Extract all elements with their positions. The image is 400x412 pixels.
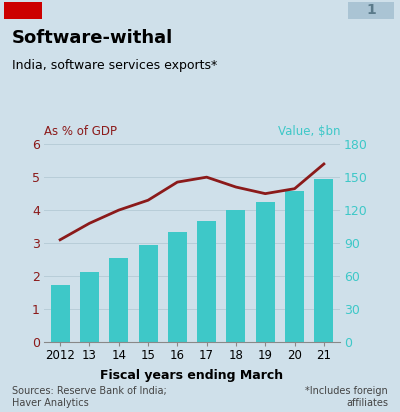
Bar xyxy=(138,245,158,342)
Text: India, software services exports*: India, software services exports* xyxy=(12,59,217,73)
Bar xyxy=(4,2,42,19)
Bar xyxy=(80,272,99,342)
Bar xyxy=(226,210,246,342)
Text: As % of GDP: As % of GDP xyxy=(44,125,117,138)
Bar xyxy=(168,232,187,342)
Bar xyxy=(50,285,70,342)
Bar xyxy=(197,221,216,342)
Text: Value, $bn: Value, $bn xyxy=(278,125,340,138)
Text: *Includes foreign
affiliates: *Includes foreign affiliates xyxy=(305,386,388,408)
Text: Sources: Reserve Bank of India;
Haver Analytics: Sources: Reserve Bank of India; Haver An… xyxy=(12,386,167,408)
Bar xyxy=(109,258,128,342)
Bar xyxy=(285,192,304,342)
Bar xyxy=(348,2,394,19)
Text: Software-withal: Software-withal xyxy=(12,30,173,47)
X-axis label: Fiscal years ending March: Fiscal years ending March xyxy=(100,369,284,382)
Text: 1: 1 xyxy=(366,3,376,17)
Bar xyxy=(256,202,275,342)
Bar xyxy=(314,179,334,342)
